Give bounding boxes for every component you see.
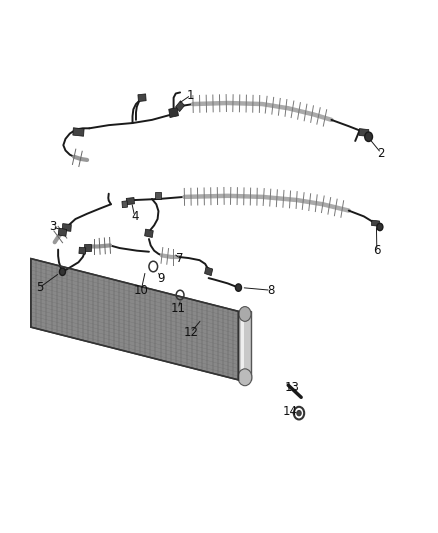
Circle shape — [377, 223, 383, 231]
Polygon shape — [62, 224, 71, 231]
Polygon shape — [240, 311, 244, 380]
Polygon shape — [155, 191, 162, 199]
Polygon shape — [122, 201, 127, 208]
Text: 12: 12 — [184, 326, 198, 339]
Polygon shape — [176, 101, 184, 111]
Polygon shape — [31, 259, 238, 380]
Polygon shape — [126, 198, 134, 205]
Polygon shape — [371, 220, 380, 227]
Text: 4: 4 — [131, 210, 138, 223]
Circle shape — [238, 369, 252, 386]
Text: 6: 6 — [373, 244, 381, 257]
Text: 13: 13 — [285, 381, 300, 394]
Polygon shape — [73, 128, 84, 136]
Circle shape — [236, 284, 241, 292]
Circle shape — [365, 132, 372, 141]
Text: 8: 8 — [267, 284, 275, 297]
Polygon shape — [145, 229, 153, 238]
Circle shape — [239, 306, 251, 321]
Text: 10: 10 — [134, 284, 148, 297]
Text: 11: 11 — [170, 302, 185, 315]
Polygon shape — [169, 108, 178, 118]
Polygon shape — [58, 228, 67, 236]
Text: 3: 3 — [49, 221, 56, 233]
Circle shape — [60, 268, 66, 276]
Text: 7: 7 — [177, 252, 184, 265]
Polygon shape — [238, 311, 251, 380]
Text: 1: 1 — [187, 88, 194, 102]
Polygon shape — [138, 94, 146, 102]
Text: 14: 14 — [283, 405, 298, 418]
Polygon shape — [79, 247, 86, 254]
Text: 5: 5 — [36, 281, 43, 294]
Polygon shape — [84, 244, 92, 251]
Circle shape — [297, 410, 301, 416]
Polygon shape — [359, 128, 369, 136]
Polygon shape — [205, 267, 213, 276]
Text: 2: 2 — [378, 147, 385, 159]
Text: 9: 9 — [157, 272, 164, 285]
